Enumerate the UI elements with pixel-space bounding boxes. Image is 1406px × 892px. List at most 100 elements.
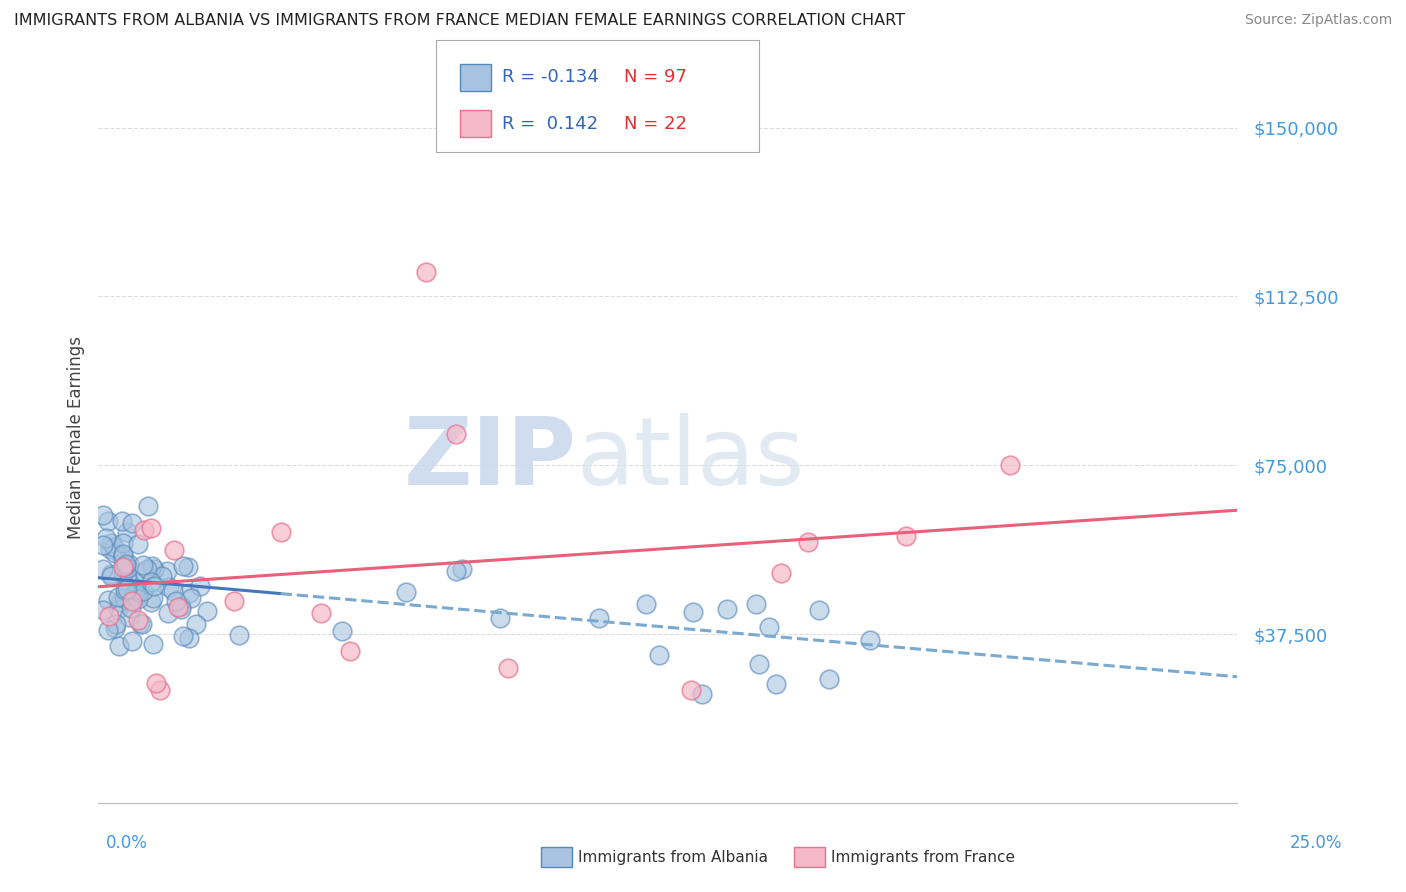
Point	[96, 531, 118, 545]
Point	[195, 604, 218, 618]
Point	[682, 605, 704, 619]
Point	[111, 560, 134, 574]
Point	[395, 585, 418, 599]
Text: 0.0%: 0.0%	[105, 834, 148, 852]
Point	[636, 597, 658, 611]
Point	[139, 521, 162, 535]
Point	[309, 606, 332, 620]
Point	[143, 562, 166, 576]
Point	[444, 427, 467, 442]
Point	[108, 595, 131, 609]
Text: R = -0.134: R = -0.134	[502, 69, 599, 87]
Text: Source: ZipAtlas.com: Source: ZipAtlas.com	[1244, 13, 1392, 28]
Point	[107, 591, 129, 605]
Point	[163, 543, 186, 558]
Point	[145, 676, 167, 690]
Point	[124, 587, 146, 601]
Point	[111, 514, 134, 528]
Point	[114, 559, 136, 574]
Point	[170, 599, 193, 613]
Point	[270, 525, 292, 540]
Point	[770, 566, 793, 581]
Point	[180, 591, 202, 606]
Point	[156, 564, 179, 578]
Point	[104, 546, 127, 560]
Point	[808, 602, 831, 616]
Point	[114, 582, 136, 597]
Point	[139, 594, 162, 608]
Point	[894, 529, 917, 543]
Point	[228, 628, 250, 642]
Point	[444, 564, 467, 578]
Point	[141, 591, 163, 605]
Point	[100, 569, 122, 583]
Y-axis label: Median Female Earnings: Median Female Earnings	[66, 335, 84, 539]
Point	[165, 594, 187, 608]
Point	[748, 657, 770, 672]
Point	[136, 562, 159, 576]
Point	[176, 559, 198, 574]
Point	[141, 559, 163, 574]
Point	[716, 602, 738, 616]
Text: N = 22: N = 22	[624, 114, 688, 133]
Text: IMMIGRANTS FROM ALBANIA VS IMMIGRANTS FROM FRANCE MEDIAN FEMALE EARNINGS CORRELA: IMMIGRANTS FROM ALBANIA VS IMMIGRANTS FR…	[14, 13, 905, 29]
Point	[170, 601, 193, 615]
Point	[125, 576, 148, 591]
Point	[339, 644, 361, 658]
Point	[817, 672, 839, 686]
Point	[98, 542, 121, 557]
Point	[124, 585, 146, 599]
Point	[797, 535, 820, 549]
Point	[112, 591, 135, 605]
Point	[117, 561, 139, 575]
Point	[998, 458, 1021, 473]
Point	[97, 593, 120, 607]
Point	[184, 617, 207, 632]
Point	[451, 562, 474, 576]
Point	[115, 582, 138, 596]
Point	[91, 508, 114, 523]
Point	[103, 540, 125, 554]
Point	[415, 265, 437, 279]
Point	[122, 588, 145, 602]
Point	[136, 499, 159, 513]
Point	[91, 561, 114, 575]
Point	[859, 632, 882, 647]
Text: atlas: atlas	[576, 413, 806, 505]
Text: Immigrants from France: Immigrants from France	[831, 850, 1015, 864]
Point	[121, 593, 143, 607]
Point	[498, 661, 520, 675]
Point	[131, 616, 153, 631]
Point	[108, 639, 131, 653]
Point	[118, 610, 141, 624]
Point	[104, 621, 127, 635]
Point	[112, 549, 135, 564]
Point	[124, 590, 146, 604]
Point	[177, 586, 200, 600]
Text: 25.0%: 25.0%	[1291, 834, 1343, 852]
Point	[107, 601, 129, 615]
Point	[91, 538, 114, 552]
Point	[142, 579, 165, 593]
Point	[121, 516, 143, 530]
Point	[188, 579, 211, 593]
Point	[128, 584, 150, 599]
Point	[758, 620, 780, 634]
Point	[100, 536, 122, 550]
Point	[127, 537, 149, 551]
Point	[97, 624, 120, 638]
Point	[690, 687, 713, 701]
Point	[745, 597, 768, 611]
Text: R =  0.142: R = 0.142	[502, 114, 598, 133]
Text: Immigrants from Albania: Immigrants from Albania	[578, 850, 768, 864]
Point	[111, 547, 134, 561]
Point	[648, 648, 671, 662]
Point	[177, 632, 200, 646]
Point	[115, 568, 138, 582]
Point	[127, 591, 149, 606]
Point	[132, 583, 155, 598]
Point	[139, 574, 162, 589]
Point	[330, 624, 353, 639]
Point	[489, 611, 512, 625]
Point	[100, 567, 122, 582]
